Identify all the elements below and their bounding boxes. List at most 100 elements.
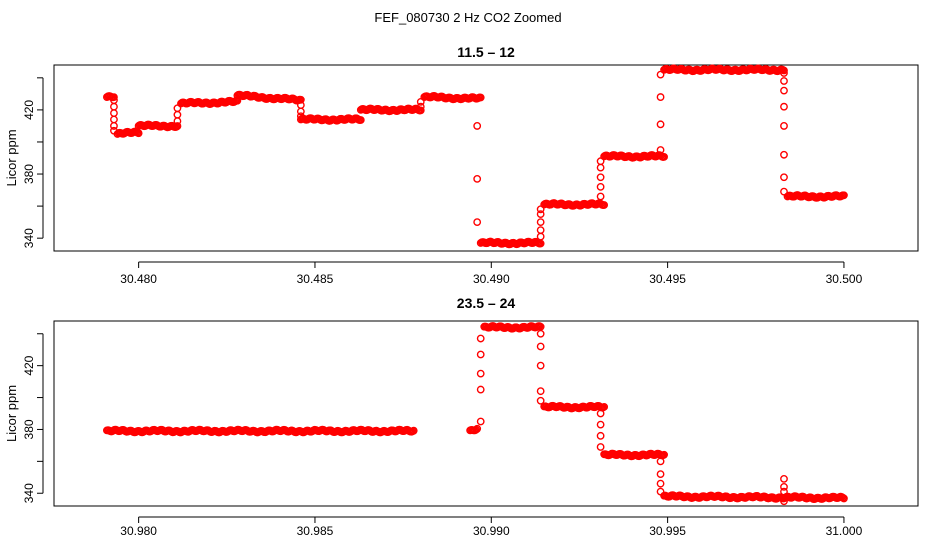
data-point xyxy=(536,361,545,370)
data-point xyxy=(780,497,788,506)
data-point xyxy=(780,66,788,75)
data-point xyxy=(476,417,485,426)
data-point xyxy=(536,342,545,351)
data-points xyxy=(103,64,848,249)
x-tick-label: 30.490 xyxy=(473,272,510,286)
data-point xyxy=(780,474,788,483)
data-point xyxy=(536,226,545,235)
data-point xyxy=(596,420,605,429)
x-tick-label: 30.480 xyxy=(120,272,157,286)
data-point xyxy=(660,450,668,459)
data-points xyxy=(103,322,848,506)
data-point xyxy=(476,350,485,359)
data-point xyxy=(473,424,482,433)
data-point xyxy=(296,112,305,121)
data-point xyxy=(476,369,485,378)
y-axis-label: Licor ppm xyxy=(4,129,19,186)
data-point xyxy=(780,482,788,491)
data-point xyxy=(173,104,182,113)
data-point xyxy=(596,163,605,172)
data-point xyxy=(416,97,425,106)
data-point xyxy=(110,122,118,130)
data-point xyxy=(656,470,665,478)
panel-title: 11.5 – 12 xyxy=(457,44,515,60)
data-point xyxy=(473,218,482,227)
data-point xyxy=(356,116,365,124)
data-point xyxy=(536,329,545,338)
data-point xyxy=(173,122,182,130)
y-tick-label: 340 xyxy=(22,228,36,248)
data-point xyxy=(173,110,182,119)
data-point xyxy=(840,494,848,503)
data-point xyxy=(656,70,665,79)
data-point xyxy=(110,115,118,124)
data-point xyxy=(536,232,545,241)
data-point xyxy=(780,69,788,77)
x-tick-label: 30.500 xyxy=(826,272,863,286)
data-point xyxy=(840,191,848,200)
data-point xyxy=(656,120,665,129)
figure-suptitle: FEF_080730 2 Hz CO2 Zoomed xyxy=(374,10,561,25)
data-point xyxy=(110,109,118,118)
data-point xyxy=(110,93,118,102)
x-tick-label: 30.980 xyxy=(120,524,157,538)
y-axis-label: Licor ppm xyxy=(4,385,19,442)
data-point xyxy=(780,86,788,95)
panel-bottom: 23.5 – 24 30.980 30.985 30.990 30.995 31.000 3… xyxy=(4,295,919,538)
data-point xyxy=(656,146,665,154)
data-point xyxy=(110,102,118,111)
data-point xyxy=(596,173,605,182)
data-point xyxy=(780,173,788,182)
panel-title: 23.5 – 24 xyxy=(457,295,516,311)
data-point xyxy=(110,126,118,135)
data-point xyxy=(416,102,425,111)
x-tick-label: 31.000 xyxy=(826,524,863,538)
data-point xyxy=(780,77,788,85)
data-point xyxy=(536,210,545,219)
data-point xyxy=(596,157,605,166)
data-point xyxy=(596,182,605,191)
data-point xyxy=(134,129,143,138)
x-tick-label: 30.495 xyxy=(649,272,686,286)
data-point xyxy=(473,174,482,183)
x-tick-label: 30.985 xyxy=(297,524,334,538)
data-point xyxy=(476,334,485,343)
data-point xyxy=(596,431,605,440)
data-point xyxy=(600,201,609,209)
data-point xyxy=(656,457,665,466)
x-tick-label: 30.990 xyxy=(473,524,510,538)
y-tick-label: 380 xyxy=(22,164,36,184)
data-point xyxy=(409,426,418,435)
data-point xyxy=(780,150,788,159)
x-tick-label: 30.485 xyxy=(297,272,334,286)
data-point xyxy=(536,387,545,396)
data-point xyxy=(780,187,788,196)
data-point xyxy=(296,95,305,104)
data-point xyxy=(536,218,545,227)
data-point xyxy=(600,402,609,411)
data-point xyxy=(660,152,668,161)
data-point xyxy=(536,205,545,214)
data-point xyxy=(476,93,485,102)
y-tick-label: 420 xyxy=(22,100,36,120)
panel-top: 11.5 – 12 30.480 30.485 30.490 30.495 30.500 3… xyxy=(4,44,919,286)
data-point xyxy=(472,425,480,434)
data-point xyxy=(780,102,788,111)
data-point xyxy=(780,487,788,496)
plot-frame xyxy=(53,320,919,507)
data-point xyxy=(296,107,305,116)
data-point xyxy=(780,122,788,130)
plot-frame xyxy=(53,64,919,252)
data-point xyxy=(596,192,605,201)
data-point xyxy=(416,106,425,115)
y-tick-label: 340 xyxy=(22,483,36,503)
data-point xyxy=(473,122,482,130)
data-point xyxy=(596,409,605,418)
y-tick-label: 380 xyxy=(22,419,36,439)
x-tick-label: 30.995 xyxy=(649,524,686,538)
data-point xyxy=(476,385,485,394)
data-point xyxy=(656,479,665,488)
data-point xyxy=(656,93,665,101)
data-point xyxy=(536,396,545,405)
